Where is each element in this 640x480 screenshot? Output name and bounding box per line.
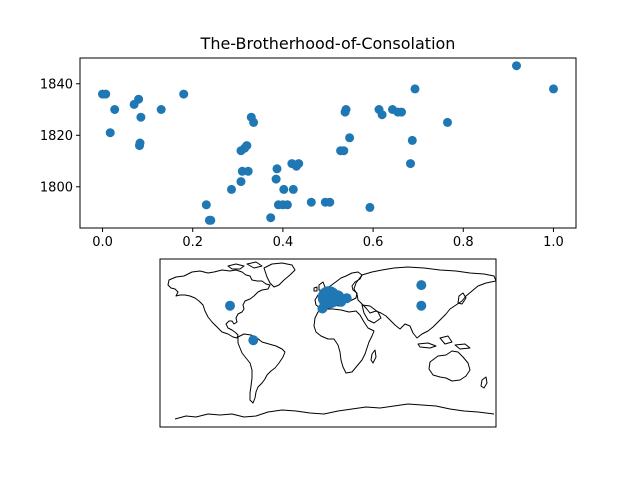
scatter-point	[288, 184, 298, 194]
asia-coastline	[353, 266, 496, 339]
map-marker	[416, 300, 427, 311]
australia-coastline	[428, 350, 471, 382]
scatter-point	[407, 135, 417, 145]
x-tick-label: 0.2	[182, 235, 203, 250]
world-map	[159, 258, 497, 428]
y-tick-label: 1800	[40, 180, 73, 195]
scatter-point	[345, 133, 355, 143]
scatter-point	[243, 166, 253, 176]
greenland-coastline	[263, 262, 296, 288]
madagascar-coastline	[370, 349, 377, 364]
plot-frame	[79, 57, 577, 229]
scatter-point	[135, 138, 145, 148]
scatter-point	[156, 105, 166, 114]
scatter-chart: The-Brotherhood-of-Consolation 0.0 0.2 0.4…	[40, 34, 577, 250]
map-marker	[225, 300, 235, 311]
africa-coastline	[313, 308, 375, 374]
scatter-point	[341, 105, 351, 114]
scatter-point	[512, 61, 521, 71]
scatter-point	[443, 117, 452, 127]
arabia-coastline	[361, 304, 382, 324]
x-tick-label: 0.0	[92, 235, 113, 250]
x-tick-label: 1.0	[543, 235, 564, 250]
scatter-point	[279, 184, 289, 194]
scatter-point	[365, 202, 375, 212]
axis-ticks: 0.0 0.2 0.4 0.6 0.8 1.0 1800 1820 1840	[40, 77, 564, 250]
scatter-point	[201, 200, 211, 210]
scatter-point	[549, 84, 558, 94]
japan-coastline	[457, 292, 467, 305]
scatter-point	[179, 89, 189, 99]
chart-title: The-Brotherhood-of-Consolation	[200, 34, 456, 53]
scatter-point	[266, 213, 276, 223]
map-frame	[159, 258, 497, 428]
scatter-point	[236, 177, 246, 187]
y-tick-label: 1840	[40, 77, 73, 92]
scatter-point	[410, 84, 420, 94]
north-america-coastline	[167, 269, 271, 339]
x-tick-label: 0.6	[363, 235, 384, 250]
scatter-point	[406, 159, 415, 169]
coastlines	[167, 261, 496, 420]
scatter-points	[98, 61, 558, 225]
scatter-point	[206, 215, 216, 225]
scatter-point	[325, 197, 335, 207]
scatter-point	[110, 105, 120, 114]
scatter-point	[306, 197, 316, 207]
map-marker	[416, 280, 427, 291]
south-america-coastline	[237, 333, 286, 404]
scatter-point	[227, 184, 236, 194]
scatter-point	[397, 107, 406, 117]
map-marker	[248, 335, 259, 346]
scatter-point	[339, 146, 349, 156]
scatter-point	[136, 112, 146, 122]
scatter-point	[249, 117, 259, 127]
scatter-point	[271, 174, 281, 184]
map-markers	[225, 280, 427, 346]
arctic-islands-coastline	[227, 261, 263, 270]
antarctica-coastline	[174, 403, 495, 420]
x-tick-label: 0.4	[273, 235, 294, 250]
map-marker	[341, 293, 352, 304]
scatter-point	[101, 89, 111, 99]
scatter-point	[105, 128, 115, 138]
y-tick-label: 1820	[40, 129, 73, 144]
scatter-point	[242, 141, 252, 151]
scatter-point	[134, 94, 144, 104]
map-content	[167, 261, 496, 420]
indonesia-coastline	[417, 335, 471, 350]
scatter-point	[282, 200, 292, 210]
scatter-point	[377, 110, 387, 120]
scatter-point	[294, 159, 304, 169]
x-tick-label: 0.8	[453, 235, 474, 250]
scatter-point	[272, 164, 282, 174]
new-zealand-coastline	[480, 376, 488, 389]
